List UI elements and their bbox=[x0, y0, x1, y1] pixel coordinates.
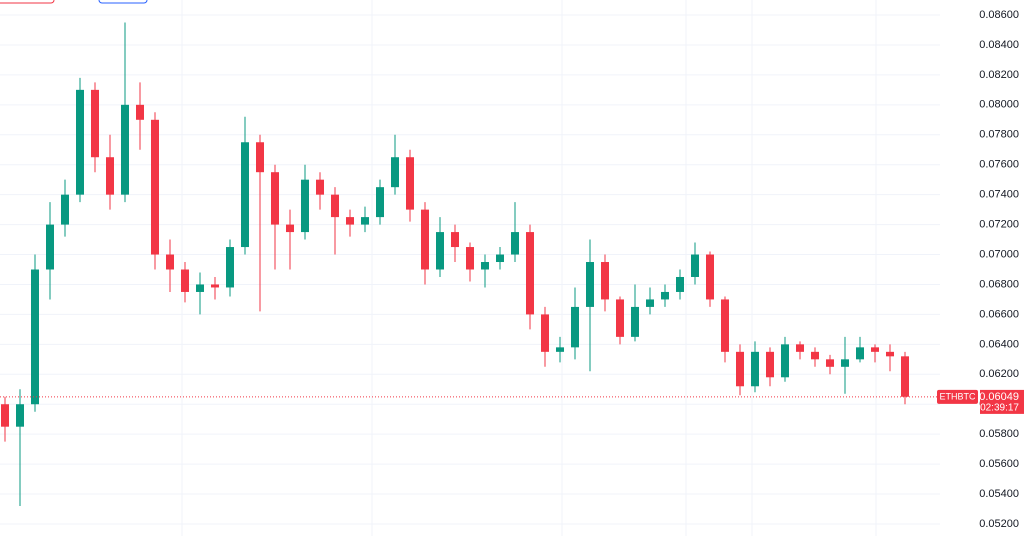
symbol-label: ETHBTC bbox=[940, 391, 977, 401]
candle-body bbox=[316, 179, 324, 195]
candle-body bbox=[346, 217, 354, 225]
candle-body bbox=[421, 209, 429, 270]
candle-body bbox=[166, 254, 174, 270]
button[interactable] bbox=[98, 0, 148, 4]
candle-body bbox=[16, 404, 24, 427]
y-tick-label: 0.08000 bbox=[979, 99, 1019, 111]
candle-body bbox=[361, 217, 369, 225]
y-tick-label: 0.07600 bbox=[979, 159, 1019, 171]
candle-body bbox=[556, 347, 564, 352]
candle-body bbox=[811, 351, 819, 360]
y-tick-label: 0.07200 bbox=[979, 218, 1019, 230]
candle-body bbox=[766, 351, 774, 378]
countdown-label: 02:39:17 bbox=[980, 403, 1019, 414]
candle-body bbox=[286, 224, 294, 233]
price-tag bbox=[980, 389, 1024, 414]
candle-body bbox=[76, 89, 84, 195]
candle-body bbox=[196, 284, 204, 292]
y-tick-label: 0.06400 bbox=[979, 338, 1019, 350]
candle-body bbox=[631, 306, 639, 337]
candle-body bbox=[211, 284, 219, 288]
candle-body bbox=[586, 262, 594, 307]
time-grid bbox=[181, 0, 877, 536]
candle-body bbox=[781, 344, 789, 378]
y-tick-label: 0.05200 bbox=[979, 518, 1019, 530]
candle-body bbox=[796, 344, 804, 352]
candle-body bbox=[391, 157, 399, 188]
candle-body bbox=[856, 347, 864, 360]
candle-body bbox=[871, 347, 879, 352]
y-tick-label: 0.05600 bbox=[979, 458, 1019, 470]
price-label: 0.06049 bbox=[979, 391, 1019, 403]
candle-body bbox=[151, 119, 159, 255]
candle-body bbox=[496, 254, 504, 263]
y-tick-label: 0.05800 bbox=[979, 428, 1019, 440]
y-tick-label: 0.07400 bbox=[979, 189, 1019, 201]
candle-body bbox=[121, 104, 129, 195]
candle-body bbox=[256, 142, 264, 173]
button[interactable] bbox=[0, 0, 55, 4]
candle-body bbox=[676, 276, 684, 292]
candle-body bbox=[601, 262, 609, 300]
candle-body bbox=[616, 299, 624, 337]
y-tick-label: 0.06800 bbox=[979, 278, 1019, 290]
candle-body bbox=[841, 359, 849, 367]
candle-body bbox=[526, 232, 534, 315]
candle-body bbox=[571, 306, 579, 348]
candle-body bbox=[61, 194, 69, 225]
candle-body bbox=[226, 247, 234, 288]
y-tick-label: 0.07000 bbox=[979, 248, 1019, 260]
candle-body bbox=[901, 356, 909, 397]
candle-body bbox=[31, 269, 39, 405]
candle-body bbox=[736, 351, 744, 387]
candle-body bbox=[406, 157, 414, 210]
candle-body bbox=[661, 291, 669, 300]
candle-body bbox=[46, 224, 54, 270]
candle-body bbox=[826, 359, 834, 367]
candle-body bbox=[301, 179, 309, 233]
symbol-tag bbox=[937, 389, 978, 404]
y-tick-label: 0.05400 bbox=[979, 488, 1019, 500]
candle-body bbox=[181, 269, 189, 292]
candle-body bbox=[91, 89, 99, 158]
candle-body bbox=[271, 172, 279, 225]
candle-body bbox=[466, 247, 474, 270]
y-tick-label: 0.08200 bbox=[979, 69, 1019, 81]
candle-body bbox=[106, 157, 114, 195]
y-tick-label: 0.06200 bbox=[979, 368, 1019, 380]
candle-body bbox=[376, 187, 384, 218]
candle-body bbox=[241, 142, 249, 248]
candle-body bbox=[721, 299, 729, 352]
candle-body bbox=[751, 351, 759, 387]
candle-body bbox=[706, 254, 714, 300]
y-tick-label: 0.07800 bbox=[979, 129, 1019, 141]
candle-body bbox=[541, 314, 549, 352]
candle-body bbox=[1, 404, 9, 427]
candle-body bbox=[136, 104, 144, 120]
candle-body bbox=[886, 351, 894, 357]
candle-body bbox=[331, 194, 339, 218]
candle-body bbox=[691, 254, 699, 277]
candle-body bbox=[646, 299, 654, 307]
candle-body bbox=[511, 232, 519, 255]
candle-body bbox=[481, 262, 489, 270]
y-tick-label: 0.06600 bbox=[979, 308, 1019, 320]
candle-body bbox=[436, 232, 444, 270]
y-tick-label: 0.08400 bbox=[979, 39, 1019, 51]
candle-body bbox=[451, 232, 459, 248]
y-tick-label: 0.08600 bbox=[979, 9, 1019, 21]
